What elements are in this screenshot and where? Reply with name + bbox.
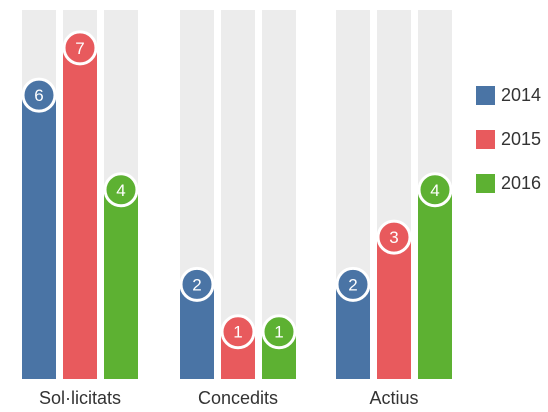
legend-label-2014: 2014 — [501, 84, 542, 105]
value-badge-sollicitats-2016 — [103, 172, 139, 208]
x-tick-label-1: Concedits — [198, 388, 278, 408]
value-label-sollicitats-2016: 4 — [116, 181, 125, 200]
value-label-sollicitats-2015: 7 — [75, 39, 84, 58]
legend-item-2014: 2014 — [476, 84, 541, 106]
legend-swatch-2014 — [476, 85, 495, 105]
bar-actius-2015 — [377, 237, 411, 379]
legend-item-2016: 2016 — [476, 172, 541, 194]
legend-label-2016: 2016 — [501, 172, 542, 193]
value-badge-sollicitats-2014 — [21, 77, 57, 113]
legend-swatch-2015 — [476, 129, 495, 149]
value-label-actius-2014: 2 — [348, 275, 357, 294]
value-badge-concedits-2015 — [220, 314, 256, 350]
value-badge-actius-2016 — [417, 172, 453, 208]
x-tick-label-0: Sol·licitats — [39, 388, 121, 408]
legend-swatch-2016 — [476, 173, 495, 193]
bar-actius-2016 — [418, 189, 452, 379]
value-badge-actius-2015 — [376, 219, 412, 255]
bar-sollicitats-2015 — [63, 47, 97, 379]
value-label-concedits-2015: 1 — [233, 323, 242, 342]
value-badge-concedits-2016 — [261, 314, 297, 350]
legend-item-2015: 2015 — [476, 128, 541, 150]
bar-sollicitats-2016 — [104, 189, 138, 379]
x-tick-label-2: Actius — [369, 388, 418, 408]
value-label-sollicitats-2014: 6 — [34, 86, 43, 105]
value-label-concedits-2014: 2 — [192, 275, 201, 294]
value-badge-actius-2014 — [335, 266, 371, 302]
value-badge-concedits-2014 — [179, 266, 215, 302]
value-badge-sollicitats-2015 — [62, 30, 98, 66]
legend: 2014 2015 2016 — [476, 84, 541, 216]
legend-label-2015: 2015 — [501, 128, 542, 149]
value-label-concedits-2016: 1 — [274, 323, 283, 342]
value-label-actius-2015: 3 — [389, 228, 398, 247]
bar-sollicitats-2014 — [22, 95, 56, 380]
value-label-actius-2016: 4 — [430, 181, 439, 200]
